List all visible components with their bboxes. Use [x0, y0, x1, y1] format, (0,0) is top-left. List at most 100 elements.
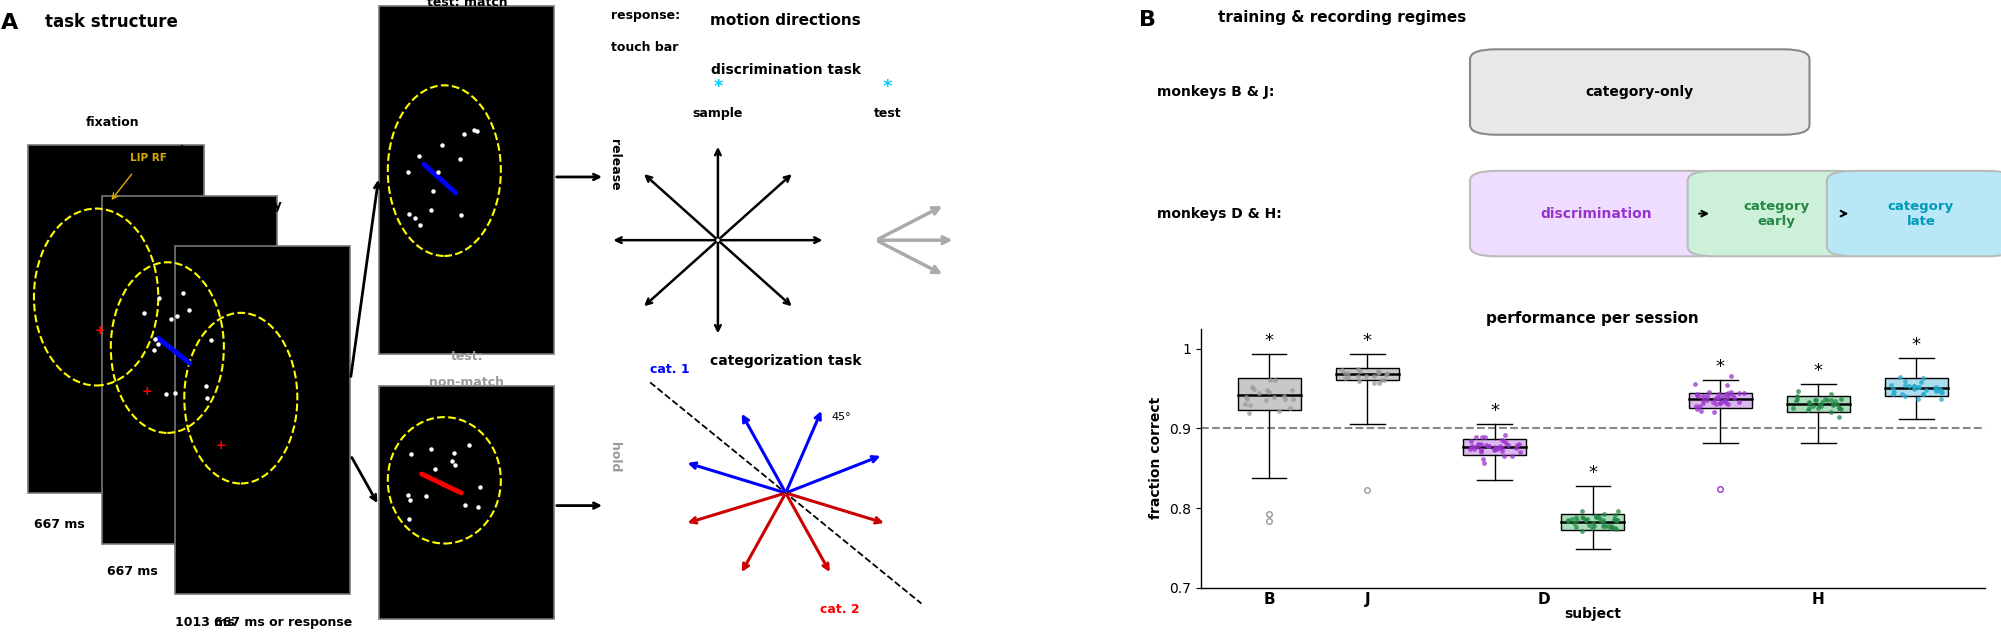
Point: [1559, 518, 1591, 528]
Point: [1797, 401, 1829, 411]
Point: [1371, 370, 1403, 380]
Point: [1691, 391, 1723, 401]
Point: [1779, 396, 1811, 406]
Point: [1799, 395, 1831, 405]
Point: [1809, 394, 1841, 404]
Text: *: *: [1813, 362, 1823, 380]
Text: *: *: [1911, 336, 1921, 354]
Point: [1707, 391, 1739, 401]
Point: [1467, 454, 1499, 465]
Point: [1817, 399, 1849, 410]
Point: [1825, 394, 1857, 404]
Point: [1359, 377, 1391, 387]
Point: [1235, 399, 1267, 410]
Point: [1493, 439, 1525, 449]
Text: test: test: [874, 107, 900, 120]
Point: [1907, 389, 1939, 399]
FancyBboxPatch shape: [28, 145, 204, 493]
Text: +: +: [142, 386, 152, 398]
Point: [1907, 373, 1939, 383]
Point: [1497, 451, 1529, 461]
Point: [1277, 394, 1309, 404]
Point: [1489, 430, 1521, 440]
Point: [1717, 389, 1749, 399]
Point: [1711, 380, 1743, 390]
Point: [1889, 380, 1921, 390]
Point: [1579, 512, 1611, 522]
Point: [1501, 440, 1533, 450]
Point: [1465, 445, 1497, 455]
Bar: [1239, 378, 1301, 410]
Point: [1877, 389, 1909, 399]
Point: [1583, 512, 1615, 522]
Point: [1269, 391, 1301, 401]
Text: B: B: [1139, 10, 1157, 30]
Point: [1237, 382, 1269, 392]
Point: [1925, 387, 1957, 398]
Point: [1481, 444, 1513, 454]
Point: [1587, 521, 1619, 532]
Text: touch bar: touch bar: [610, 40, 678, 54]
Text: motion directions: motion directions: [710, 13, 860, 28]
Point: [1781, 386, 1813, 396]
Point: [1705, 398, 1737, 408]
Point: [1717, 393, 1749, 403]
Text: test:: test:: [450, 350, 482, 363]
Point: [1255, 375, 1287, 386]
FancyBboxPatch shape: [176, 246, 350, 594]
Point: [1791, 404, 1823, 415]
Point: [1823, 412, 1855, 422]
Point: [1811, 394, 1843, 404]
Text: monkeys D & H:: monkeys D & H:: [1157, 207, 1281, 221]
Point: [1499, 443, 1531, 453]
Point: [1567, 506, 1599, 516]
Point: [1599, 514, 1631, 524]
Point: [1711, 389, 1743, 399]
Point: [1363, 368, 1395, 378]
Point: [1903, 382, 1935, 392]
Point: [1921, 384, 1953, 394]
Point: [1239, 384, 1271, 394]
Point: [1277, 384, 1309, 394]
Point: [1707, 396, 1739, 406]
Point: [1463, 440, 1495, 450]
Text: response:: response:: [610, 9, 680, 22]
Point: [1597, 521, 1629, 532]
Point: [1467, 432, 1499, 442]
Text: discrimination task: discrimination task: [710, 63, 860, 77]
Point: [1233, 408, 1265, 418]
X-axis label: subject: subject: [1565, 607, 1621, 621]
Point: [1781, 394, 1813, 404]
Point: [1253, 387, 1285, 397]
Point: [1825, 404, 1857, 414]
Point: [1327, 365, 1359, 375]
Point: [1345, 365, 1377, 375]
Point: [1905, 377, 1937, 387]
FancyBboxPatch shape: [378, 386, 554, 619]
Bar: [1689, 393, 1751, 408]
Point: [1595, 523, 1627, 533]
Point: [1887, 389, 1919, 399]
Point: [1341, 371, 1373, 381]
Text: discrimination: discrimination: [1541, 207, 1653, 221]
Text: delay: delay: [244, 198, 282, 212]
Point: [1463, 439, 1495, 449]
Point: [1275, 403, 1307, 413]
Point: [1329, 368, 1361, 378]
Text: 667 ms: 667 ms: [186, 505, 238, 518]
Point: [1709, 396, 1741, 406]
Point: [1485, 441, 1517, 451]
Point: [1593, 521, 1625, 531]
Point: [1567, 513, 1599, 523]
Point: [1503, 447, 1535, 457]
Point: [1893, 380, 1925, 391]
FancyBboxPatch shape: [1687, 171, 1867, 257]
Point: [1455, 442, 1487, 452]
Point: [1343, 364, 1375, 374]
Point: [1681, 389, 1713, 399]
Point: [1823, 403, 1855, 413]
Text: 667 ms: 667 ms: [34, 518, 84, 531]
Point: [1331, 368, 1363, 379]
Point: [1561, 512, 1593, 522]
Point: [1553, 516, 1585, 526]
